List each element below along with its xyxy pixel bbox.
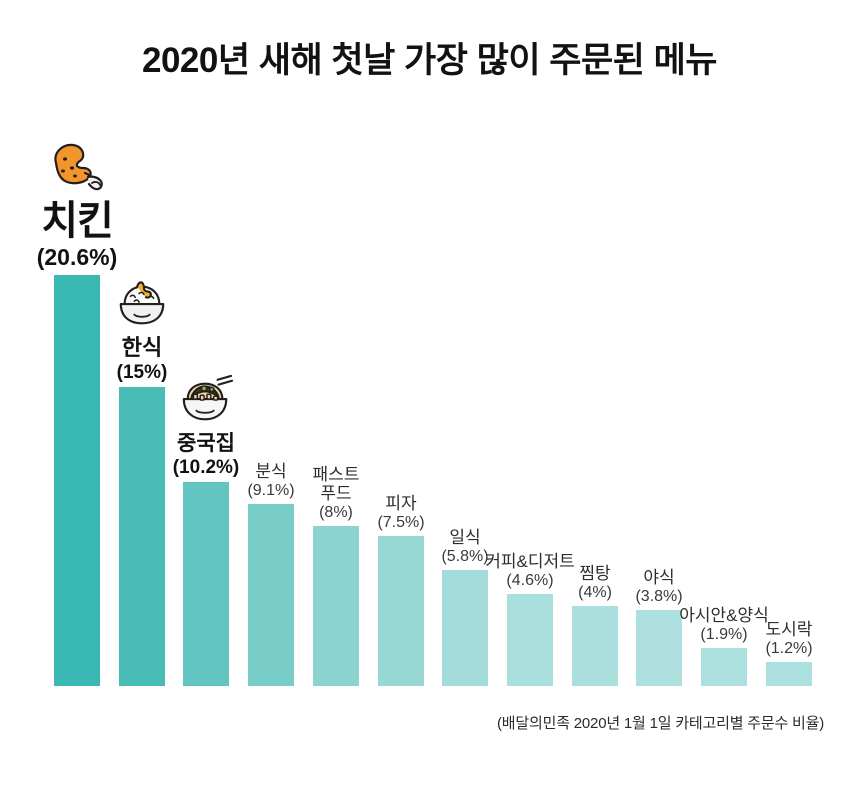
bar-group-dosirak: 도시락 (1.2%) [765, 620, 813, 686]
bar-value-fastfood: (8%) [319, 504, 353, 522]
bar-group-korean: 한식 (15%) [117, 281, 167, 686]
bar-group-coffee-dessert: 커피&디저트 (4.6%) [485, 552, 575, 686]
bar-korean[interactable] [119, 387, 165, 686]
bar-chinese[interactable] [183, 482, 229, 686]
bar-value-chicken: (20.6%) [36, 244, 118, 271]
bar-category-dosirak: 도시락 [765, 620, 813, 640]
bar-pizza[interactable] [378, 536, 424, 686]
noodle-bowl-icon [175, 374, 237, 428]
bar-category-pizza: 피자 [385, 494, 417, 514]
bar-label-jjimtang: 찜탕 (4%) [578, 564, 612, 602]
bar-category-latenight: 야식 [643, 568, 675, 588]
bar-label-bunsik: 분식 (9.1%) [247, 462, 294, 500]
bar-label-dosirak: 도시락 (1.2%) [765, 620, 812, 658]
bar-value-korean: (15%) [116, 361, 168, 383]
bar-value-latenight: (3.8%) [635, 588, 683, 606]
bar-bunsik[interactable] [248, 504, 294, 686]
bar-category-chicken: 치킨 [41, 199, 114, 244]
bar-group-fastfood: 패스트 푸드 (8%) [313, 465, 359, 686]
bar-label-pizza: 피자 (7.5%) [377, 494, 424, 532]
bar-category-fastfood: 패스트 푸드 [312, 465, 360, 504]
bar-fastfood[interactable] [313, 526, 359, 686]
bar-category-bunsik: 분식 [255, 462, 287, 482]
bar-group-chicken: 치킨 (20.6%) [37, 143, 117, 686]
bar-category-chinese: 중국집 [177, 432, 235, 456]
bar-value-pizza: (7.5%) [377, 514, 425, 532]
bar-label-japanese: 일식 (5.8%) [441, 528, 488, 566]
bar-dosirak[interactable] [766, 662, 812, 686]
bar-label-chicken: 치킨 (20.6%) [37, 199, 118, 271]
bar-coffee-dessert[interactable] [507, 594, 553, 686]
bar-japanese[interactable] [442, 570, 488, 686]
bar-chicken[interactable] [54, 275, 100, 686]
bar-asian-western[interactable] [701, 648, 747, 686]
bar-group-asian-western: 아시안&양식 (1.9%) [679, 606, 769, 686]
bar-group-japanese: 일식 (5.8%) [441, 528, 489, 686]
bar-jjimtang[interactable] [572, 606, 618, 686]
bar-group-pizza: 피자 (7.5%) [377, 494, 425, 686]
page-title: 2020년 새해 첫날 가장 많이 주문된 메뉴 [141, 41, 718, 80]
bar-category-asian-western: 아시안&양식 [679, 606, 769, 626]
bar-value-dosirak: (1.2%) [765, 640, 813, 658]
bar-category-japanese: 일식 [449, 528, 481, 548]
bar-label-asian-western: 아시안&양식 (1.9%) [679, 606, 769, 644]
bar-group-latenight: 야식 (3.8%) [635, 568, 683, 686]
bar-label-latenight: 야식 (3.8%) [635, 568, 682, 606]
bar-group-jjimtang: 찜탕 (4%) [572, 564, 618, 686]
bar-category-korean: 한식 [121, 335, 163, 361]
rice-bowl-icon [111, 278, 173, 332]
bar-value-asian-western: (1.9%) [700, 626, 748, 644]
bar-value-chinese: (10.2%) [172, 456, 240, 478]
bar-group-chinese: 중국집 (10.2%) [173, 374, 239, 686]
source-note: (배달의민족 2020년 1월 1일 카테고리별 주문수 비율) [497, 715, 825, 732]
bar-label-fastfood: 패스트 푸드 (8%) [313, 465, 360, 522]
bar-group-bunsik: 분식 (9.1%) [247, 462, 295, 686]
bar-latenight[interactable] [636, 610, 682, 686]
bar-label-coffee-dessert: 커피&디저트 (4.6%) [485, 552, 575, 590]
bar-category-coffee-dessert: 커피&디저트 [485, 552, 575, 572]
bar-category-jjimtang: 찜탕 [579, 564, 611, 584]
bar-value-japanese: (5.8%) [441, 548, 489, 566]
bar-value-bunsik: (9.1%) [247, 482, 295, 500]
bar-value-jjimtang: (4%) [578, 584, 612, 602]
bar-value-coffee-dessert: (4.6%) [506, 572, 554, 590]
fried-chicken-drumstick-icon [45, 139, 109, 195]
bar-label-korean: 한식 (15%) [116, 335, 168, 383]
bar-label-chinese: 중국집 (10.2%) [173, 432, 240, 478]
